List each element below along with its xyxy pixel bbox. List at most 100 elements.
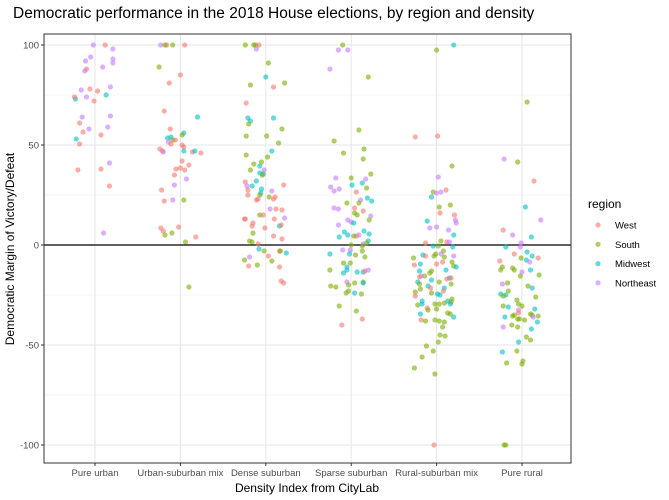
x-axis: Pure urban Urban-suburban mix Dense suburb…	[71, 463, 543, 479]
data-point-south	[516, 316, 523, 322]
data-point-west	[270, 233, 277, 239]
y-axis-title: Democratic Margin of Victory/Defeat	[3, 152, 17, 345]
legend-label: Northeast	[615, 278, 657, 289]
data-point-south	[447, 202, 453, 208]
data-point-south	[430, 348, 436, 354]
data-point-south	[247, 167, 253, 173]
data-point-south	[181, 197, 187, 203]
data-point-south	[435, 339, 441, 345]
data-point-midwest	[361, 228, 367, 234]
data-point-northeast	[327, 66, 333, 72]
data-point-midwest	[447, 301, 453, 307]
data-point-south	[428, 290, 435, 296]
data-point-northeast	[336, 186, 342, 192]
data-point-midwest	[529, 285, 535, 291]
data-point-northeast	[451, 253, 457, 259]
data-point-midwest	[499, 349, 505, 355]
data-point-midwest	[258, 186, 265, 192]
data-point-midwest	[341, 229, 347, 235]
data-point-south	[525, 283, 531, 289]
data-point-northeast	[110, 46, 116, 52]
x-tick-label: Pure rural	[501, 468, 543, 479]
data-point-west	[102, 42, 108, 48]
data-point-northeast	[435, 174, 441, 180]
data-point-west	[168, 141, 174, 147]
data-point-south	[423, 343, 429, 349]
data-point-west	[412, 134, 418, 140]
data-point-south	[432, 371, 438, 377]
data-point-midwest	[283, 250, 289, 256]
data-point-south	[504, 280, 511, 286]
data-point-south	[266, 194, 272, 200]
data-point-midwest	[528, 326, 535, 332]
data-point-northeast	[253, 46, 259, 52]
data-point-northeast	[517, 244, 523, 250]
data-point-south	[514, 348, 520, 354]
data-point-west	[281, 280, 287, 286]
data-point-west	[245, 187, 251, 193]
data-point-midwest	[450, 244, 456, 250]
data-point-west	[437, 210, 443, 216]
data-point-midwest	[364, 195, 370, 201]
data-point-northeast	[106, 160, 113, 166]
data-point-south	[417, 286, 423, 292]
data-point-west	[440, 259, 446, 265]
data-point-west	[167, 126, 173, 132]
data-point-midwest	[340, 270, 347, 276]
data-point-south	[352, 280, 358, 286]
y-tick-label: 100	[23, 41, 39, 52]
data-point-northeast	[340, 247, 346, 253]
data-point-south	[419, 354, 425, 360]
x-tick-label: Rural-suburban mix	[395, 468, 478, 479]
data-point-northeast	[500, 324, 506, 330]
data-point-northeast	[244, 183, 250, 189]
data-point-midwest	[524, 249, 530, 255]
data-point-northeast	[100, 64, 106, 70]
data-point-south	[259, 172, 265, 178]
data-point-northeast	[335, 206, 341, 212]
data-point-midwest	[428, 194, 435, 200]
data-point-northeast	[333, 175, 339, 181]
data-point-south	[441, 300, 447, 306]
data-point-northeast	[518, 240, 524, 246]
data-point-south	[518, 255, 524, 261]
data-point-midwest	[349, 182, 355, 188]
data-point-south	[523, 334, 529, 340]
data-point-south	[431, 253, 437, 259]
data-point-west	[193, 234, 199, 240]
data-point-west	[422, 253, 429, 259]
data-point-west	[360, 208, 366, 214]
data-point-west	[339, 322, 345, 328]
data-point-midwest	[416, 268, 423, 274]
data-point-northeast	[107, 84, 113, 90]
data-point-northeast	[83, 94, 90, 100]
data-point-west	[182, 167, 188, 173]
data-point-south	[448, 281, 454, 287]
y-axis: 100 50 0 -50 -100	[20, 41, 44, 452]
plot-panel	[43, 33, 572, 464]
legend-key-south	[595, 241, 601, 247]
data-point-south	[344, 200, 350, 206]
data-point-west	[531, 178, 537, 184]
data-point-midwest	[103, 92, 109, 98]
data-point-northeast	[82, 68, 88, 74]
data-point-midwest	[529, 253, 535, 259]
data-point-south	[449, 259, 455, 265]
data-point-northeast	[434, 224, 440, 230]
data-point-south	[156, 64, 162, 70]
data-point-midwest	[344, 267, 350, 273]
data-point-south	[527, 337, 534, 343]
data-point-south	[436, 279, 442, 285]
data-point-west	[255, 241, 261, 247]
data-point-west	[444, 276, 450, 282]
data-point-south	[347, 260, 353, 266]
data-point-west	[260, 212, 266, 218]
data-point-midwest	[346, 251, 353, 257]
data-point-west	[159, 187, 165, 193]
data-point-west	[497, 258, 503, 264]
chart-title: Democratic performance in the 2018 House…	[13, 5, 535, 22]
data-point-south	[352, 252, 359, 258]
data-point-south	[269, 258, 275, 264]
data-point-west	[353, 189, 359, 195]
data-point-midwest	[417, 261, 423, 267]
